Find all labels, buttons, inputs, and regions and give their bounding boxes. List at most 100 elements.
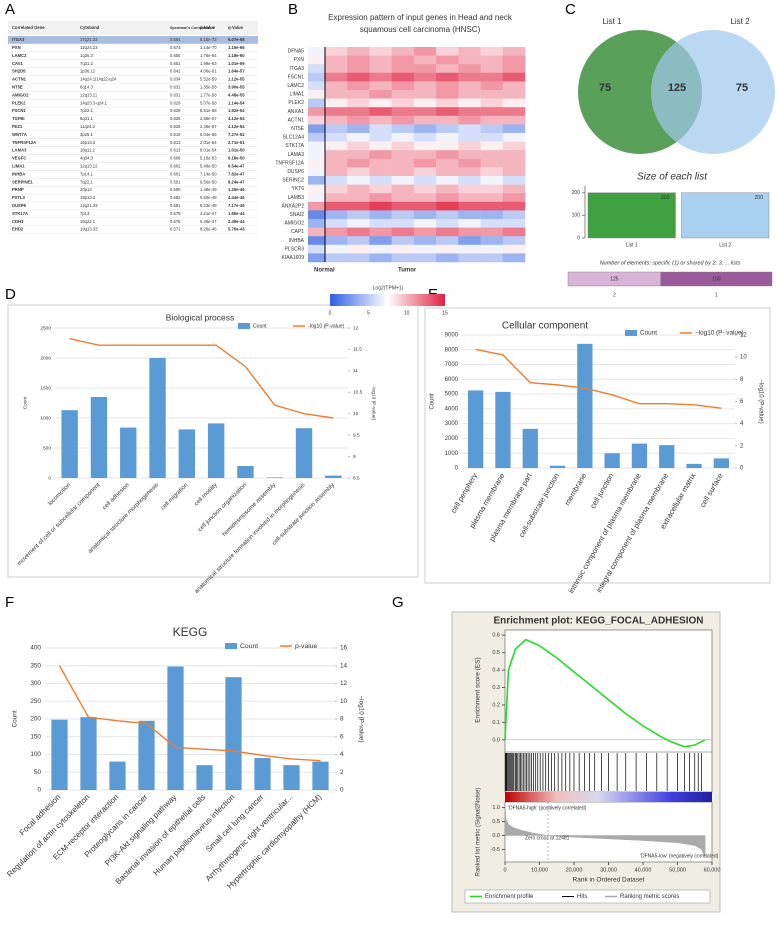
table-cell: 7q31.2 [80,61,93,66]
y2-tick-label: 8.5 [353,475,360,481]
heatmap-cell [347,176,370,185]
heatmap-cell [502,158,526,168]
heatmap-cell [308,210,326,220]
heatmap-cell [325,158,348,168]
heatmap-cell [436,55,459,65]
bar-value-label: 200 [661,195,670,201]
heatmap-cell [325,47,348,56]
bar-title: Size of each list [637,172,708,183]
table-cell: 1.65e-44 [228,211,245,216]
x-axis-label: Rank in Ordered Dataset [573,877,645,884]
table-cell: 20p13 [80,187,92,192]
heatmap-cell [308,124,326,134]
heatmap-cell [369,107,392,117]
heatmap-cell [369,72,392,82]
heatmap-cell [347,167,370,177]
heatmap-cell [458,167,481,177]
y-tick-label: 0.3 [492,685,500,691]
x-tick-label: anatomical structure formation involved … [194,482,307,595]
panel-d-frame [7,304,419,578]
gsea-title: Enrichment plot: KEGG_FOCAL_ADHESION [493,616,703,627]
table-cell: 16p13.3 [80,140,96,145]
heatmap-cell [391,81,415,91]
heatmap-cell [325,81,348,91]
table-cell: FEZ1 [12,124,23,129]
table-cell: 7q22.1 [80,179,93,184]
heatmap-cell [413,115,437,125]
bar [713,458,729,468]
table-cell: 4.44e-45 [228,195,245,200]
y2-tick-label: 9.5 [353,432,360,438]
bar [549,465,566,468]
heatmap-cell [347,193,370,203]
heatmap-cell [347,236,370,246]
legend-label: -log10 (P-value) [308,323,345,329]
heatmap-cell [436,115,459,125]
heatmap-cell [347,227,370,237]
heatmap-cell [458,244,481,254]
heatmap-cell [458,141,481,151]
heatmap-cell [413,64,437,74]
heatmap-cell [502,64,526,74]
y-tick-label: 350 [30,662,41,669]
annotation: Zero cross at 12481 [525,835,570,841]
table-cell: 12q24.23 [80,45,98,50]
panel-label: B [288,1,298,18]
heatmap-cell [480,253,504,263]
colorbar-tick: 15 [442,310,448,316]
line-series [69,338,334,419]
heatmap-cell [502,236,526,246]
table-cell: 0.655 [170,53,181,58]
table-cell: 8.51e-58 [200,108,217,113]
heatmap-cell [369,47,392,56]
heatmap-cell [325,64,348,74]
x-tick-label: cell-substrate junction assembly [272,482,336,546]
table-cell: 8.01e-54 [200,148,217,153]
legend-label: Ranking metric scores [620,894,679,900]
table-header: q-Value [228,25,244,30]
heatmap-cell [308,167,326,177]
heatmap-cell [458,64,481,74]
heatmap-cell [502,98,526,108]
heatmap-cell [325,150,348,160]
heatmap-cell [391,210,415,220]
table-cell: 0.613 [170,140,181,145]
y-tick-label: 0.4 [492,668,500,674]
table-cell: EHD2 [12,227,24,232]
heatmap-cell [369,193,392,203]
table-cell: 6.18e-50 [228,156,245,161]
table-cell: 19p13.3 [80,195,96,200]
heatmap-cell [347,219,370,228]
heatmap-cell [436,133,459,142]
table-cell: INHBA [12,171,25,176]
heatmap-cell [347,133,370,142]
bar [325,475,342,478]
y2-tick-label: 10 [740,355,747,361]
gene-label: ANXA2P2 [281,203,304,209]
heatmap-cell [413,158,437,168]
table-cell: 0.571 [170,227,181,232]
heatmap-cell [391,193,415,203]
heatmap-cell [436,158,459,168]
table-cell: 0.629 [170,100,181,105]
table-cell: LIMA1 [12,164,25,169]
bar [61,410,78,478]
table-cell: 0.606 [170,156,181,161]
heatmap-cell [413,219,437,228]
table-cell: 0.576 [170,219,181,224]
table-header: p-Value [200,25,216,30]
y-tick-label: 150 [30,733,41,740]
table-cell: 0.613 [170,148,181,153]
venn-count: 75 [736,82,748,94]
heatmap-cell [391,236,415,246]
x-tick-label: cell migration [160,482,189,511]
x-tick-label: 40,000 [635,867,652,873]
chart-title: Biological process [166,312,235,322]
gene-label: CAP1 [291,229,304,235]
heatmap-cell [308,158,326,168]
heatmap-cell [391,219,415,228]
table-cell: 1.99e-63 [200,61,217,66]
table-cell: 5.76e-43 [228,227,245,232]
heatmap-cell [347,124,370,134]
heatmap-cell [308,55,326,65]
